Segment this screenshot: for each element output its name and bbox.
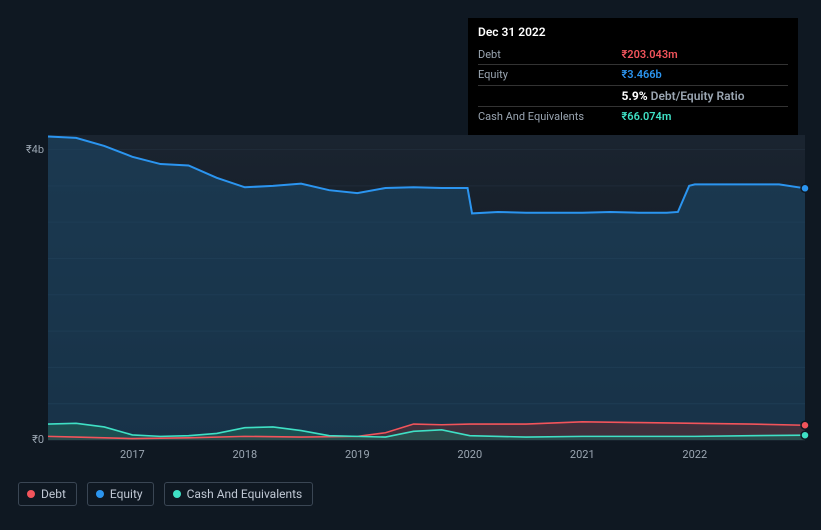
tooltip-row: 5.9% Debt/Equity Ratio xyxy=(478,85,788,107)
tooltip-table: Debt₹203.043mEquity₹3.466b5.9% Debt/Equi… xyxy=(478,45,788,127)
y-tick-label: ₹0 xyxy=(8,433,44,446)
x-tick-label: 2022 xyxy=(682,448,707,461)
legend-label: Cash And Equivalents xyxy=(187,487,303,501)
legend-dot-icon xyxy=(173,490,181,498)
x-tick-label: 2018 xyxy=(232,448,257,461)
chart-container: ₹0 ₹4b 2017 2018 2019 2020 2021 2022 Dec 31 20… xyxy=(0,0,821,526)
tooltip-row: Cash And Equivalents₹66.074m xyxy=(478,107,788,127)
legend-item-cash-and-equivalents[interactable]: Cash And Equivalents xyxy=(164,482,314,506)
legend-label: Debt xyxy=(41,487,66,501)
x-tick-label: 2021 xyxy=(570,448,595,461)
legend-item-equity[interactable]: Equity xyxy=(87,482,154,506)
tooltip-row: Equity₹3.466b xyxy=(478,65,788,85)
x-tick-label: 2019 xyxy=(345,448,370,461)
legend-dot-icon xyxy=(96,490,104,498)
y-tick-label: ₹4b xyxy=(8,143,44,156)
legend-dot-icon xyxy=(27,490,35,498)
x-tick-label: 2017 xyxy=(120,448,145,461)
tooltip-panel: Dec 31 2022 Debt₹203.043mEquity₹3.466b5.… xyxy=(468,18,798,135)
x-tick-label: 2020 xyxy=(457,448,482,461)
legend: Debt Equity Cash And Equivalents xyxy=(18,482,313,506)
tooltip-row: Debt₹203.043m xyxy=(478,45,788,65)
legend-item-debt[interactable]: Debt xyxy=(18,482,77,506)
tooltip-date: Dec 31 2022 xyxy=(478,24,788,45)
legend-label: Equity xyxy=(110,487,143,501)
